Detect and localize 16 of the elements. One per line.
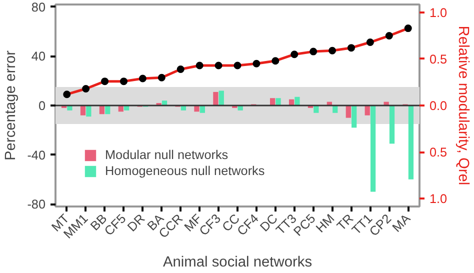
y2-tick-label: 0.0 — [430, 99, 448, 113]
legend-label: Modular null networks — [105, 148, 228, 162]
y2-tick-label: 0.5 — [430, 52, 448, 66]
y-tick-label: -80 — [27, 198, 46, 212]
x-axis-title: Animal social networks — [162, 254, 312, 270]
y2-tick-label: 1.0 — [430, 6, 448, 20]
y2-tick-label: 1.0 — [430, 192, 448, 206]
y2-axis-title: Relative modularity, Qrel — [455, 26, 472, 186]
legend-label: Homogeneous null networks — [105, 164, 265, 178]
y2-tick-label: 0.5 — [430, 146, 448, 160]
y-tick-label: 80 — [31, 0, 46, 14]
y-axis-title: Percentage error — [3, 50, 20, 160]
y-tick-label: -40 — [27, 148, 46, 162]
y-tick-label: 0 — [38, 99, 46, 113]
x-tick-label: DR — [124, 212, 148, 234]
y-tick-label: 40 — [31, 50, 46, 64]
